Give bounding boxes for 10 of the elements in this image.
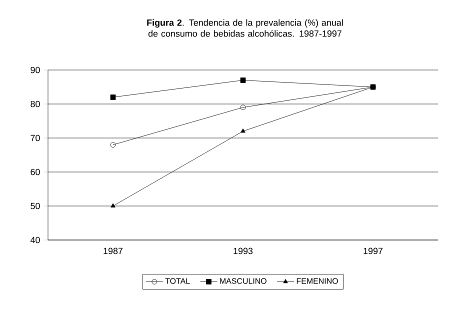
y-tick-label: 50 xyxy=(30,202,40,210)
chart-title: Figura 2. Tendencia de la prevalencia (%) anual de consumo de bebidas alcohólicas. 1987-1997 xyxy=(147,19,343,37)
y-tick-label: 80 xyxy=(30,100,40,108)
y-tick-label: 70 xyxy=(30,134,40,142)
y-tick-label: 40 xyxy=(30,236,40,244)
y-tick-label: 90 xyxy=(30,66,40,74)
y-tick-label: 60 xyxy=(30,168,40,176)
x-tick-label: 1997 xyxy=(364,248,383,254)
x-tick-label: 1987 xyxy=(104,248,123,254)
x-tick-label: 1993 xyxy=(234,248,253,254)
